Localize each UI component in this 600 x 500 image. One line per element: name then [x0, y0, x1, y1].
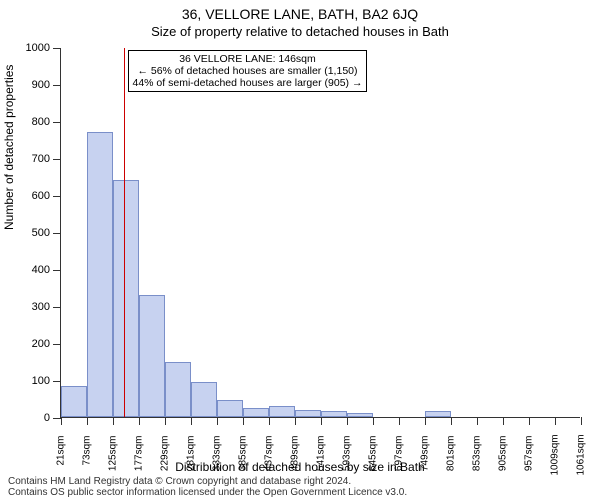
x-tick [477, 417, 478, 425]
y-tick-label: 400 [10, 264, 50, 276]
annotation-line-1: 36 VELLORE LANE: 146sqm [133, 53, 363, 65]
x-tick [529, 417, 530, 425]
y-tick [53, 307, 61, 308]
x-tick [87, 417, 88, 425]
histogram-bar [113, 180, 139, 417]
histogram-bar [165, 362, 191, 418]
y-tick [53, 381, 61, 382]
x-tick [451, 417, 452, 425]
chart-container: { "chart": { "type": "histogram", "title… [0, 0, 600, 500]
y-tick-label: 800 [10, 116, 50, 128]
x-tick [425, 417, 426, 425]
histogram-bar [425, 411, 451, 417]
x-tick [399, 417, 400, 425]
histogram-bar [269, 406, 295, 417]
x-tick [373, 417, 374, 425]
x-tick [139, 417, 140, 425]
histogram-bar [61, 386, 87, 417]
x-tick [113, 417, 114, 425]
y-tick [53, 122, 61, 123]
histogram-bar [295, 410, 321, 417]
y-tick-label: 500 [10, 227, 50, 239]
y-tick [53, 196, 61, 197]
x-tick [191, 417, 192, 425]
annotation-line-3: 44% of semi-detached houses are larger (… [133, 77, 363, 89]
x-tick [295, 417, 296, 425]
x-tick [61, 417, 62, 425]
histogram-bar [139, 295, 165, 417]
attribution-line-1: Contains HM Land Registry data © Crown c… [8, 476, 407, 487]
x-tick [243, 417, 244, 425]
attribution-line-2: Contains OS public sector information li… [8, 487, 407, 498]
y-tick-label: 700 [10, 153, 50, 165]
histogram-bar [321, 411, 347, 417]
chart-subtitle: Size of property relative to detached ho… [0, 24, 600, 39]
x-tick [321, 417, 322, 425]
y-tick-label: 0 [10, 412, 50, 424]
y-axis-label: Number of detached properties [2, 65, 16, 230]
y-tick [53, 344, 61, 345]
y-tick [53, 233, 61, 234]
histogram-bar [217, 400, 243, 417]
x-tick [217, 417, 218, 425]
histogram-bar [87, 132, 113, 417]
y-tick [53, 48, 61, 49]
annotation-box: 36 VELLORE LANE: 146sqm← 56% of detached… [128, 50, 368, 92]
histogram-bar [347, 413, 373, 417]
x-tick [347, 417, 348, 425]
histogram-bar [191, 382, 217, 417]
x-tick [581, 417, 582, 425]
x-tick [555, 417, 556, 425]
y-tick [53, 418, 61, 419]
y-tick-label: 600 [10, 190, 50, 202]
y-tick [53, 270, 61, 271]
y-tick-label: 300 [10, 301, 50, 313]
y-tick [53, 159, 61, 160]
y-tick-label: 1000 [10, 42, 50, 54]
y-tick [53, 85, 61, 86]
property-marker-line [124, 48, 125, 417]
x-tick [503, 417, 504, 425]
attribution-text: Contains HM Land Registry data © Crown c… [8, 476, 407, 498]
chart-title-address: 36, VELLORE LANE, BATH, BA2 6JQ [0, 6, 600, 22]
x-tick [269, 417, 270, 425]
x-tick [165, 417, 166, 425]
histogram-bar [243, 408, 269, 417]
x-axis-label: Distribution of detached houses by size … [0, 460, 600, 474]
plot-area: 21sqm73sqm125sqm177sqm229sqm281sqm333sqm… [60, 48, 580, 418]
y-tick-label: 900 [10, 79, 50, 91]
y-tick-label: 100 [10, 375, 50, 387]
y-tick-label: 200 [10, 338, 50, 350]
annotation-line-2: ← 56% of detached houses are smaller (1,… [133, 65, 363, 77]
